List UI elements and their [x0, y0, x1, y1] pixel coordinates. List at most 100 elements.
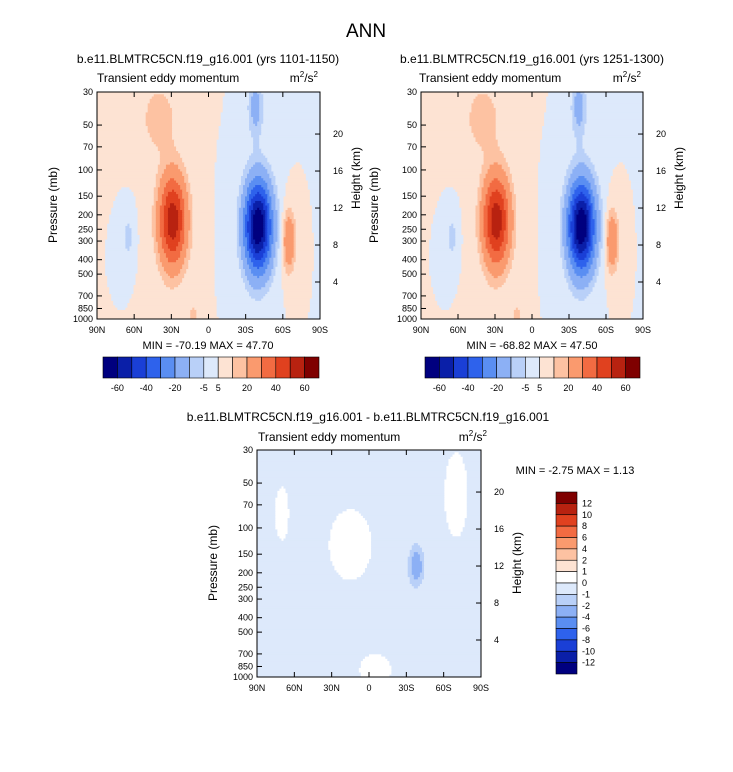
contour-cell [590, 219, 596, 222]
contour-cell [411, 583, 421, 587]
contour-cell [257, 490, 278, 494]
contour-cell [257, 597, 481, 601]
contour-cell [218, 132, 252, 136]
contour-cell [568, 196, 573, 200]
contour-cell [328, 543, 372, 546]
contour-cell [634, 278, 643, 282]
contour-cell [240, 198, 246, 202]
contour-cell [190, 187, 216, 191]
contour-cell [97, 298, 112, 302]
contour-cell [269, 287, 283, 291]
contour-cell [192, 207, 216, 211]
contour-cell [133, 289, 216, 293]
contour-cell [180, 253, 187, 257]
y-tick-label: 150 [402, 191, 417, 201]
contour-cell [481, 241, 487, 245]
contour-cell [560, 248, 565, 252]
contour-cell [594, 200, 600, 204]
contour-cell [131, 230, 139, 234]
contour-cell [269, 275, 274, 279]
contour-cell [618, 223, 636, 227]
contour-cell [167, 259, 177, 263]
contour-cell [131, 239, 141, 243]
contour-cell [507, 225, 515, 229]
contour-cell [151, 235, 157, 238]
contour-cell [433, 214, 462, 218]
contour-cell [214, 294, 250, 297]
contour-cell [475, 96, 491, 100]
contour-cell [431, 278, 460, 282]
contour-cell [244, 180, 252, 184]
contour-cell [444, 502, 468, 506]
contour-cell [489, 203, 495, 207]
contour-cell [275, 513, 291, 517]
y-tick-label: 150 [238, 549, 253, 559]
contour-cell [285, 191, 311, 195]
contour-cell [174, 178, 185, 182]
contour-cell [511, 264, 539, 268]
contour-cell [423, 572, 481, 576]
contour-cell [616, 225, 620, 229]
contour-cell [192, 307, 195, 311]
contour-cell [174, 162, 185, 166]
contour-cell [487, 221, 493, 225]
contour-cell [586, 296, 608, 300]
contour-cell [572, 94, 577, 98]
contour-cell [249, 207, 254, 211]
contour-cell [236, 200, 242, 204]
contour-cell [460, 533, 481, 537]
contour-cell [588, 198, 592, 202]
contour-cell [105, 248, 129, 252]
contour-cell [131, 241, 141, 245]
contour-cell [165, 198, 181, 202]
contour-cell [466, 504, 481, 508]
y-right-tick-label: 4 [333, 277, 338, 287]
contour-cell [584, 239, 590, 243]
contour-cell [277, 495, 289, 499]
contour-cell [485, 198, 491, 202]
contour-cell [576, 232, 588, 236]
colorbar-label: -8 [582, 635, 590, 645]
contour-cell [574, 221, 577, 225]
contour-cell [174, 275, 185, 279]
contour-cell [600, 223, 604, 227]
contour-cell [259, 250, 266, 254]
contour-cell [188, 262, 216, 266]
contour-cell [461, 216, 477, 220]
contour-cell [263, 223, 266, 227]
contour-cell [588, 271, 596, 275]
contour-cell [594, 203, 600, 207]
contour-cell [277, 237, 281, 241]
contour-cell [249, 253, 254, 257]
contour-cell [330, 549, 372, 553]
contour-cell [602, 207, 608, 211]
contour-cell [590, 210, 594, 213]
contour-cell [253, 264, 264, 268]
contour-cell [275, 515, 291, 519]
contour-cell [172, 116, 222, 120]
contour-cell [257, 266, 260, 270]
contour-cell [311, 275, 320, 279]
contour-cell [421, 273, 430, 277]
contour-cell [568, 216, 573, 220]
contour-cell [501, 228, 507, 232]
contour-cell [222, 103, 250, 107]
contour-cell [616, 223, 620, 227]
contour-cell [279, 200, 285, 204]
contour-cell [463, 237, 479, 241]
contour-cell [249, 244, 254, 247]
contour-cell [564, 248, 569, 252]
contour-cell [238, 212, 244, 216]
contour-cell [159, 162, 171, 166]
contour-cell [247, 210, 250, 213]
contour-cell [606, 250, 610, 254]
contour-cell [600, 239, 604, 243]
contour-cell [501, 225, 507, 229]
contour-cell [97, 198, 116, 202]
contour-cell [462, 529, 481, 533]
contour-cell [192, 241, 216, 245]
contour-cell [540, 139, 577, 143]
contour-cell [151, 216, 157, 220]
contour-cell [107, 280, 137, 284]
